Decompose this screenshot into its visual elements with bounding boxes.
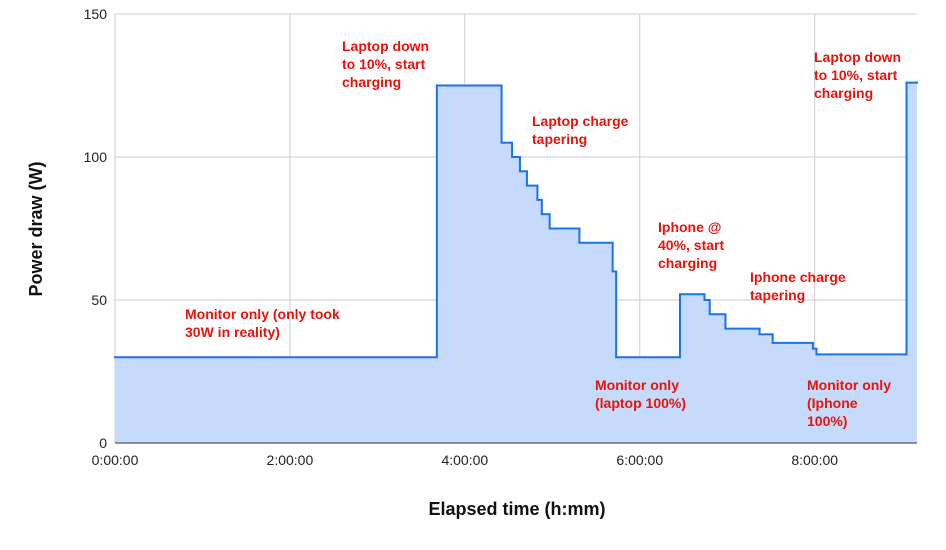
- annotation: (laptop 100%): [595, 395, 686, 411]
- y-tick-label: 50: [91, 292, 107, 308]
- x-axis-title: Elapsed time (h:mm): [428, 499, 605, 519]
- x-tick-label: 6:00:00: [616, 452, 663, 468]
- x-tick-label: 0:00:00: [92, 452, 139, 468]
- annotation: tapering: [750, 287, 805, 303]
- annotation: charging: [658, 255, 717, 271]
- step-line: [114, 81, 918, 359]
- annotation: Iphone charge: [750, 269, 846, 285]
- y-tick-label: 150: [84, 6, 108, 22]
- x-tick-label: 4:00:00: [441, 452, 488, 468]
- annotation: Monitor only: [595, 377, 679, 393]
- annotation: Laptop down: [342, 38, 429, 54]
- annotation: Laptop down: [814, 49, 901, 65]
- annotation: to 10%, start: [342, 56, 426, 72]
- annotation: Monitor only: [807, 377, 891, 393]
- annotation: charging: [342, 74, 401, 90]
- area-fill: [115, 82, 917, 443]
- annotation: charging: [814, 85, 873, 101]
- annotation: 30W in reality): [185, 324, 280, 340]
- y-tick-label: 100: [84, 149, 108, 165]
- annotation: Iphone @: [658, 219, 721, 235]
- annotation: Laptop charge: [532, 113, 629, 129]
- annotation: 40%, start: [658, 237, 724, 253]
- annotation: Monitor only (only took: [185, 306, 340, 322]
- y-tick-label: 0: [99, 435, 107, 451]
- annotation: to 10%, start: [814, 67, 898, 83]
- y-axis-title: Power draw (W): [26, 161, 46, 296]
- annotation: (Iphone: [807, 395, 858, 411]
- x-tick-label: 2:00:00: [267, 452, 314, 468]
- x-tick-label: 8:00:00: [791, 452, 838, 468]
- annotation: 100%): [807, 413, 847, 429]
- annotation: tapering: [532, 131, 587, 147]
